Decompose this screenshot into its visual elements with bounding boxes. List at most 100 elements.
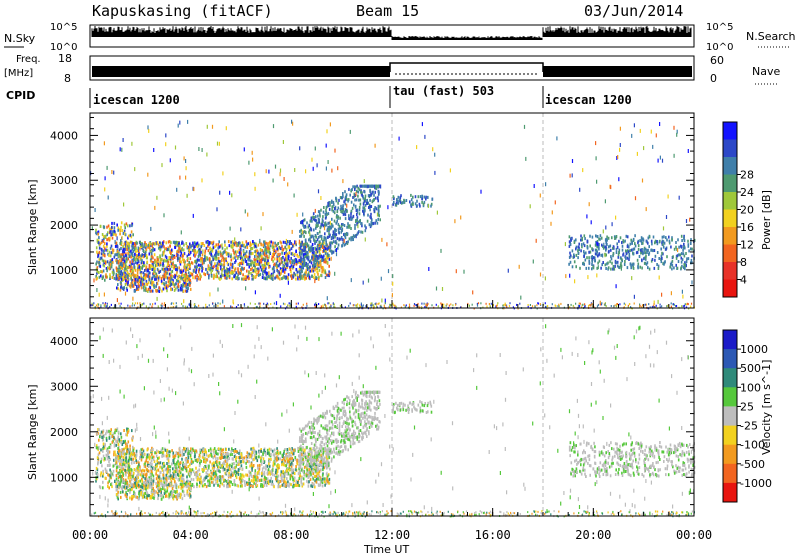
echo-cell — [266, 256, 269, 260]
echo-cell — [127, 236, 129, 240]
echo-cell — [183, 299, 185, 304]
echo-cell — [300, 228, 302, 232]
echo-cell — [106, 275, 108, 279]
echo-cell — [675, 245, 677, 249]
echo-cell — [170, 270, 173, 274]
echo-cell — [290, 264, 293, 268]
echo-cell — [271, 267, 274, 271]
freq-unit: [MHz] — [4, 68, 33, 79]
echo-cell — [172, 240, 175, 244]
echo-cell — [142, 282, 144, 286]
echo-cell — [618, 266, 621, 270]
echo-cell — [254, 264, 256, 268]
echo-cell — [360, 184, 363, 188]
echo-cell — [688, 249, 690, 253]
echo-cell — [261, 249, 263, 252]
echo-cell — [175, 244, 177, 248]
echo-cell — [180, 270, 183, 274]
echo-cell — [131, 247, 134, 251]
echo-cell — [318, 256, 320, 260]
echo-cell — [115, 259, 117, 263]
echo-cell — [261, 255, 263, 259]
echo-cell — [115, 241, 117, 245]
echo-cell — [290, 247, 293, 251]
echo-cell — [298, 251, 301, 255]
echo-cell — [671, 267, 673, 271]
echo-cell — [283, 258, 286, 262]
echo-cell — [307, 266, 310, 270]
echo-cell — [539, 303, 541, 306]
echo-cell — [118, 251, 120, 255]
echo-cell — [346, 242, 349, 245]
echo-cell — [182, 248, 185, 252]
echo-cell — [615, 215, 617, 220]
echo-cell — [254, 186, 256, 191]
echo-cell — [349, 302, 351, 305]
echo-cell — [317, 214, 319, 218]
echo-cell — [667, 304, 669, 307]
echo-cell — [596, 266, 598, 270]
echo-cell — [210, 249, 212, 253]
echo-cell — [320, 305, 322, 308]
echo-cell — [191, 244, 193, 248]
echo-cell — [376, 221, 379, 225]
echo-cell — [184, 305, 186, 308]
echo-cell — [113, 232, 116, 236]
echo-cell — [282, 255, 284, 259]
echo-cell — [376, 305, 378, 308]
echo-cell — [209, 246, 211, 251]
noise-right-tick-top: 10^5 — [706, 22, 733, 33]
echo-cell — [295, 262, 298, 266]
echo-cell — [607, 236, 610, 240]
echo-cell — [579, 266, 581, 270]
echo-cell — [620, 266, 622, 271]
echo-cell — [128, 244, 131, 248]
echo-cell — [588, 261, 591, 265]
echo-cell — [143, 245, 145, 249]
echo-cell — [247, 262, 249, 266]
echo-cell — [558, 303, 560, 306]
echo-cell — [119, 275, 122, 279]
echo-cell — [103, 236, 105, 240]
echo-cell — [276, 247, 278, 251]
echo-cell — [340, 224, 343, 228]
echo-cell — [258, 257, 260, 261]
echo-cell — [356, 213, 358, 216]
echo-cell — [594, 243, 597, 247]
echo-cell — [341, 223, 343, 227]
echo-cell — [131, 224, 133, 228]
echo-cell — [395, 201, 398, 205]
echo-cell — [657, 299, 659, 304]
echo-cell — [299, 261, 302, 265]
echo-cell — [357, 224, 359, 229]
echo-cell — [140, 257, 143, 261]
echo-cell — [251, 453, 253, 457]
echo-cell — [132, 269, 134, 273]
echo-cell — [302, 212, 304, 217]
echo-cell — [308, 238, 310, 242]
echo-cell — [332, 203, 335, 207]
echo-cell — [266, 243, 269, 247]
echo-cell — [120, 283, 123, 287]
echo-cell — [321, 259, 323, 262]
echo-cell — [631, 263, 634, 267]
echo-cell — [140, 280, 142, 284]
echo-cell — [335, 248, 338, 252]
echo-cell — [189, 287, 192, 291]
echo-cell — [643, 146, 645, 151]
echo-cell — [376, 306, 378, 309]
echo-cell — [607, 261, 609, 265]
echo-cell — [255, 484, 258, 488]
echo-cell — [199, 277, 201, 281]
echo-cell — [148, 275, 151, 279]
echo-cell — [165, 266, 167, 271]
echo-cell — [146, 269, 148, 273]
echo-cell — [185, 175, 187, 180]
echo-cell — [295, 249, 297, 253]
echo-cell — [140, 254, 143, 258]
echo-cell — [610, 257, 613, 261]
echo-cell — [121, 266, 123, 270]
echo-cell — [632, 262, 635, 266]
echo-cell — [150, 259, 152, 263]
echo-cell — [168, 272, 171, 276]
